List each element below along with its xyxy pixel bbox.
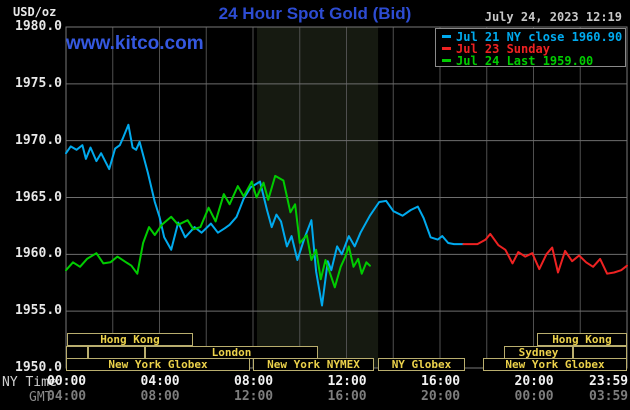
x-tick-label: 20:00 <box>514 374 554 389</box>
page-title: 24 Hour Spot Gold (Bid) <box>218 4 412 23</box>
price-line-2 <box>65 174 371 289</box>
y-tick-label: 1965.0 <box>15 189 62 205</box>
chart-timestamp: July 24, 2023 12:19 <box>484 10 622 24</box>
session-box-new-york-globex: New York Globex <box>66 358 250 371</box>
session-box-london: London <box>145 345 318 359</box>
legend-dash-icon <box>442 35 451 38</box>
y-tick-label: 1975.0 <box>15 75 62 91</box>
session-box-blank <box>573 345 627 359</box>
legend-item-0: Jul 21 NY close 1960.90 <box>436 31 625 43</box>
session-box-sydney: Sydney <box>504 345 573 359</box>
x-tick-label: 08:00 <box>140 389 180 404</box>
y-tick-label: 1950.0 <box>15 360 62 375</box>
price-line-1 <box>462 232 628 275</box>
x-tick-label: 16:00 <box>421 374 461 389</box>
session-box-blank <box>66 345 88 359</box>
legend-dash-icon <box>442 47 451 50</box>
session-box-new-york-globex: New York Globex <box>483 358 627 371</box>
price-line-0 <box>65 123 465 307</box>
x-tick-label: 23:59 <box>589 374 629 389</box>
x-tick-label: 04:00 <box>140 374 180 389</box>
x-tick-label: 12:00 <box>327 374 367 389</box>
y-axis-unit-label: USD/oz <box>13 5 57 19</box>
y-tick-label: 1960.0 <box>15 246 62 262</box>
legend-dash-icon <box>442 59 451 62</box>
x-tick-label: 04:00 <box>47 389 87 404</box>
session-box-hong-kong: Hong Kong <box>537 333 627 346</box>
x-tick-label: 00:00 <box>514 389 554 404</box>
session-box-blank <box>88 345 145 359</box>
x-tick-label: 03:59 <box>589 389 629 404</box>
ny-time-axis-label: NY Time <box>2 375 57 390</box>
x-tick-label: 08:00 <box>234 374 274 389</box>
session-box-new-york-nymex: New York NYMEX <box>253 358 374 371</box>
x-tick-label: 16:00 <box>327 389 367 404</box>
y-tick-label: 1980.0 <box>15 19 62 34</box>
y-tick-label: 1970.0 <box>15 132 62 148</box>
kitco-watermark-link[interactable]: www.kitco.com <box>66 33 204 54</box>
gmt-axis-label: GMT <box>29 390 53 405</box>
session-box-ny-globex: NY Globex <box>378 358 465 371</box>
x-tick-label: 20:00 <box>421 389 461 404</box>
legend-item-1: Jul 23 Sunday <box>436 43 625 55</box>
legend-item-label: Jul 23 Sunday <box>456 42 550 56</box>
session-box-hong-kong: Hong Kong <box>67 333 193 346</box>
legend: Jul 21 NY close 1960.90 Jul 23 Sunday Jul … <box>435 28 626 67</box>
x-tick-label: 00:00 <box>47 374 87 389</box>
legend-item-2: Jul 24 Last 1959.00 <box>436 55 625 67</box>
y-tick-label: 1955.0 <box>15 303 62 319</box>
legend-item-label: Jul 24 Last 1959.00 <box>456 54 594 68</box>
x-tick-label: 12:00 <box>234 389 274 404</box>
legend-item-label: Jul 21 NY close 1960.90 <box>456 30 623 44</box>
